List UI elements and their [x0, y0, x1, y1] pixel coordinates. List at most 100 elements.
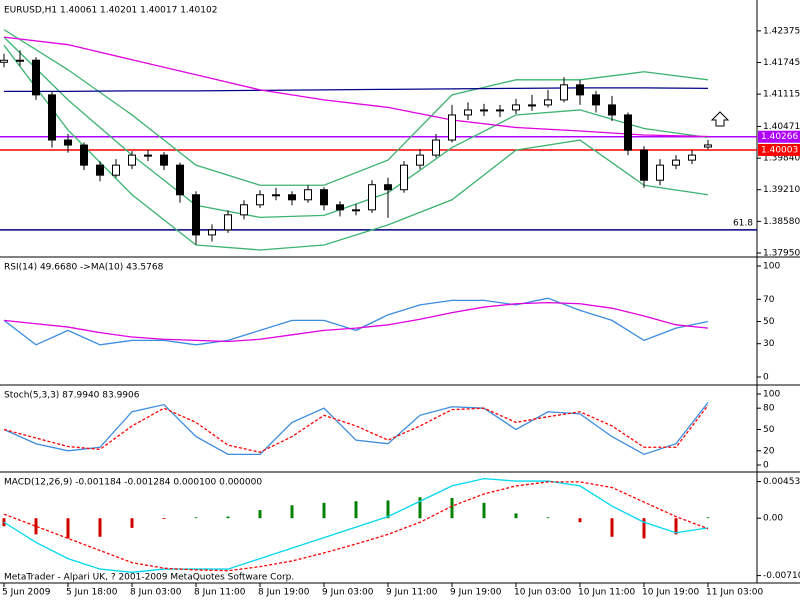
histogram-bar — [514, 513, 518, 519]
x-tick-label: 9 Jun 03:00 — [322, 588, 374, 598]
histogram-bar — [130, 518, 134, 528]
histogram-bar — [258, 510, 262, 519]
histogram-bar — [226, 516, 230, 519]
candle-body — [368, 184, 376, 211]
candle-body — [512, 104, 520, 111]
candle-body — [592, 94, 600, 106]
histogram-bar — [162, 518, 166, 520]
candle-body — [32, 59, 40, 96]
y-tick-label: 1.39210 — [763, 185, 800, 195]
candle-body — [384, 184, 392, 191]
candle-body — [496, 109, 504, 112]
series-line — [3, 402, 709, 456]
histogram-bar — [34, 518, 38, 535]
candle-body — [400, 164, 408, 191]
candle-body — [288, 194, 296, 201]
y-tick-label: 1.42375 — [763, 26, 800, 36]
candle-body — [112, 164, 120, 176]
x-tick-label: 5 Jun 2009 — [2, 588, 51, 598]
x-tick-label: 11 Jun 03:00 — [706, 588, 763, 598]
candle-body — [336, 204, 344, 211]
x-tick-label: 8 Jun 03:00 — [130, 588, 182, 598]
candle-body — [48, 94, 56, 141]
y-tick-label: 0.004539 — [763, 477, 800, 487]
histogram-bar — [354, 501, 358, 519]
histogram-bar — [642, 518, 646, 539]
price-label: 1.40003 — [761, 145, 798, 155]
histogram-bar — [546, 517, 550, 519]
candle-body — [272, 194, 280, 197]
y-tick-label: 30 — [763, 339, 775, 349]
price-label: 1.40266 — [761, 132, 798, 142]
histogram-bar — [290, 505, 294, 519]
y-tick-label: 0 — [763, 461, 769, 471]
candle-body — [80, 144, 88, 166]
y-tick-label: 70 — [763, 295, 775, 305]
candle-body — [96, 164, 104, 176]
histogram-bar — [450, 498, 454, 519]
x-tick-label: 10 Jun 03:00 — [514, 588, 571, 598]
histogram-bar — [194, 517, 198, 519]
level-name: 61.8 — [733, 218, 753, 228]
candle-body — [560, 84, 568, 101]
histogram-bar — [386, 500, 390, 519]
candle-body — [576, 84, 584, 96]
y-tick-label: -0.007104 — [763, 571, 800, 581]
x-tick-label: 8 Jun 19:00 — [258, 588, 310, 598]
candle-body — [128, 154, 136, 166]
candle-body — [192, 194, 200, 236]
candle-body — [528, 104, 536, 107]
series-line — [3, 481, 709, 572]
series-line — [3, 297, 709, 346]
candle-body — [640, 149, 648, 181]
candle-body — [144, 154, 152, 157]
series-line — [3, 44, 709, 251]
y-tick-label: 1.38580 — [763, 217, 800, 227]
histogram-bar — [482, 502, 486, 519]
y-tick-label: 1.39840 — [763, 154, 800, 164]
candle-body — [352, 209, 360, 212]
histogram-bar — [322, 502, 326, 519]
candle-body — [624, 114, 632, 151]
histogram-bar — [706, 517, 710, 519]
arrow-sign — [710, 111, 730, 127]
candle-body — [320, 189, 328, 206]
y-tick-label: 1.40471 — [763, 122, 800, 132]
candle-body — [480, 109, 488, 112]
histogram-bar — [98, 518, 102, 537]
candle-body — [240, 204, 248, 216]
histogram-bar — [578, 518, 582, 523]
y-tick-label: 0 — [763, 373, 769, 383]
candle-body — [256, 194, 264, 206]
pane-title: EURUSD,H1 1.40061 1.40201 1.40017 1.4010… — [4, 6, 217, 16]
pane-title: MACD(12,26,9) -0.001184 -0.001284 0.0001… — [4, 478, 262, 488]
y-tick-label: 0.00 — [763, 514, 783, 524]
candle-body — [224, 214, 232, 231]
candle-body — [656, 164, 664, 181]
candle-body — [704, 144, 712, 148]
y-tick-label: 50 — [763, 317, 775, 327]
histogram-bar — [418, 497, 422, 519]
candle-body — [0, 59, 8, 63]
x-tick-label: 9 Jun 19:00 — [450, 588, 502, 598]
series-line — [3, 36, 709, 138]
candle-body — [544, 99, 552, 106]
footer: MetaTrader - Alpari UK, ? 2001-2009 Meta… — [4, 573, 294, 583]
y-tick-label: 1.37950 — [763, 248, 800, 258]
candle-body — [176, 164, 184, 196]
x-tick-label: 10 Jun 19:00 — [642, 588, 699, 598]
candle-body — [304, 189, 312, 201]
candle-body — [432, 139, 440, 156]
x-tick-label: 10 Jun 11:00 — [578, 588, 635, 598]
series-line — [4, 87, 709, 93]
series-line — [3, 29, 709, 186]
candle-body — [208, 229, 216, 236]
y-tick-label: 1.41115 — [763, 90, 800, 100]
x-tick-label: 8 Jun 11:00 — [194, 588, 246, 598]
pane-title: Stoch(5,3,3) 87.9940 83.9906 — [4, 391, 140, 401]
series-line — [3, 301, 709, 343]
candle-body — [160, 154, 168, 166]
candle-body — [688, 154, 696, 161]
